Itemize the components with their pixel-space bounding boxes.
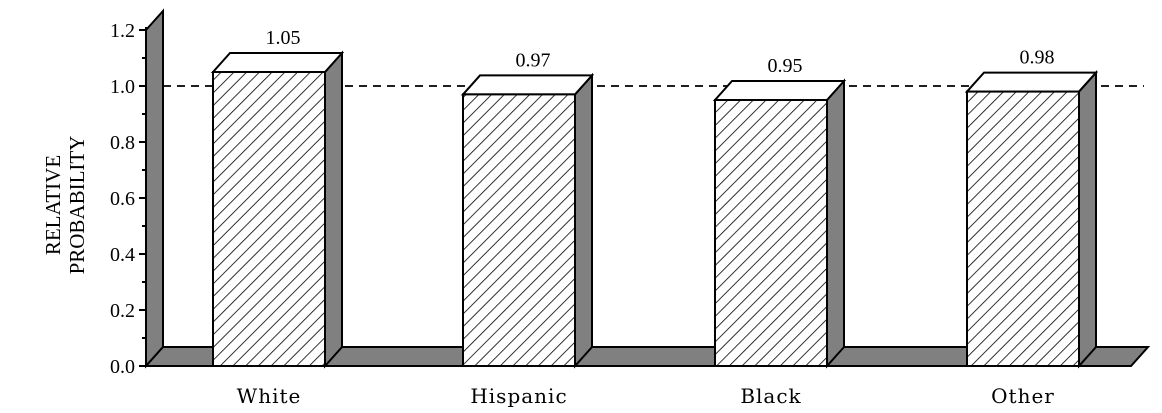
x-category-label: White: [237, 384, 302, 408]
data-label: 0.97: [516, 49, 551, 71]
bar-top: [964, 71, 1099, 93]
y-axis-title-line-1: RELATIVE: [41, 155, 65, 255]
bar-front: [714, 99, 828, 367]
y-tick-label: 0.8: [110, 132, 135, 154]
data-label: 0.98: [1020, 47, 1055, 69]
bar-side: [1078, 69, 1097, 369]
bar-white: [210, 50, 345, 369]
y-tick-label: 0.6: [110, 188, 135, 210]
x-category-label: Hispanic: [470, 384, 567, 408]
bar-top: [712, 80, 847, 101]
bar-front: [966, 90, 1080, 367]
y-tick-label: 0.2: [110, 300, 135, 322]
y-axis-wall: [145, 8, 164, 369]
bar-other: [964, 69, 1099, 369]
y-tick-label: 1.2: [110, 20, 135, 42]
y-tick-label: 1.0: [110, 76, 135, 98]
bar-top: [210, 52, 345, 73]
bar-black: [712, 78, 847, 369]
data-label: 1.05: [266, 27, 301, 49]
bar-top: [460, 74, 595, 96]
bar-side: [574, 72, 593, 369]
y-tick-label: 0.4: [110, 244, 135, 266]
bar-hispanic: [460, 72, 595, 369]
bar-side: [826, 78, 845, 369]
x-category-label: Black: [740, 384, 801, 408]
bar-side: [324, 50, 343, 369]
bar-front: [462, 93, 576, 368]
bar-front: [212, 71, 326, 367]
y-axis-title-line-2: PROBABILITY: [65, 136, 89, 275]
y-tick-label: 0.0: [110, 356, 135, 378]
data-label: 0.95: [768, 55, 803, 77]
x-category-label: Other: [991, 384, 1055, 408]
